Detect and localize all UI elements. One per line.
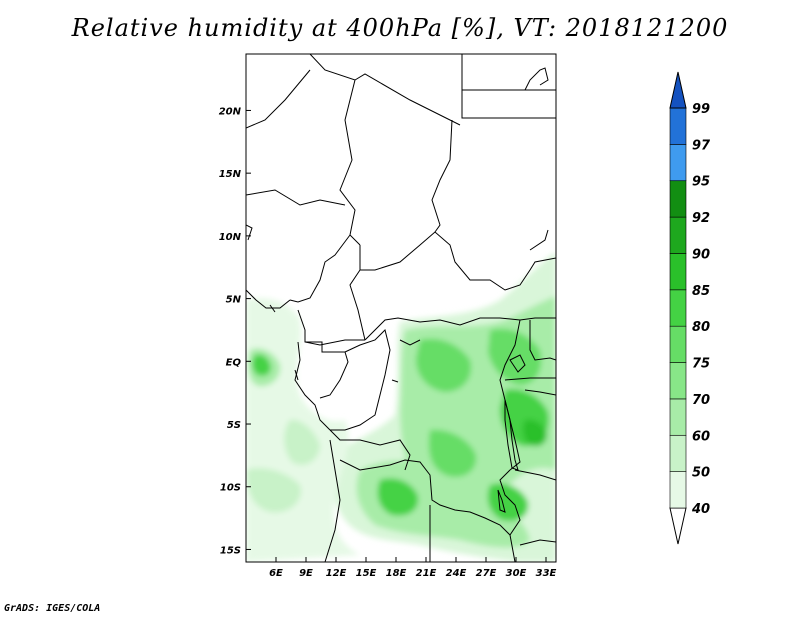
colorbar-segment [669,144,687,182]
colorbar-segment [669,325,687,363]
lon-tick-label: 24E [446,568,467,579]
colorbar-segment [669,362,687,400]
axis-ticks: 6E 9E 12E 15E 18E 21E 24E 27E 30E 33E 20N 15N 10N 5N E… [219,106,557,579]
colorbar-label: 80 [692,320,710,335]
colorbar-bottom-arrow [669,507,687,545]
lon-tick-label: 9E [299,568,313,579]
colorbar-segment [669,216,687,254]
colorbar-segment [669,398,687,436]
colorbar-segment [669,434,687,472]
colorbar-label: 40 [691,502,710,517]
lon-tick-label: 15E [356,568,377,579]
colorbar-label: 90 [692,247,710,262]
colorbar-segment [669,107,687,145]
lon-tick-label: 30E [506,568,527,579]
lon-tick-label: 33E [536,568,557,579]
colorbar-segment [669,289,687,327]
colorbar-label: 85 [692,284,710,299]
colorbar-segment [669,471,687,509]
colorbar-label: 70 [692,393,710,408]
lat-tick-label: 10S [220,483,241,494]
colorbar-segment [669,253,687,291]
lon-tick-label: 6E [269,568,283,579]
lon-tick-label: 12E [326,568,347,579]
lat-tick-label: 10N [219,232,242,243]
lat-tick-label: 5N [226,295,242,306]
colorbar-label: 97 [692,138,711,153]
lon-tick-label: 18E [386,568,407,579]
colorbar-label: 92 [692,211,710,226]
lat-tick-label: 15S [220,545,241,556]
grads-credit: GrADS: IGES/COLA [4,603,101,614]
lat-tick-label: 15N [219,169,242,180]
colorbar-segment [669,180,687,218]
colorbar-top-arrow [669,71,687,109]
colorbar-label: 95 [692,175,710,190]
map-title: Relative humidity at 400hPa [%], VT: 201… [71,14,729,42]
lat-tick-label: EQ [226,357,242,368]
humidity-shading [246,252,556,562]
country-borders [246,54,556,562]
colorbar: 40 50 60 70 75 80 85 90 92 95 97 99 [669,71,711,545]
lon-tick-label: 27E [476,568,497,579]
lon-tick-label: 21E [416,568,437,579]
lat-tick-label: 5S [227,420,241,431]
lat-tick-label: 20N [219,106,242,117]
colorbar-label: 50 [692,466,710,481]
colorbar-label: 60 [692,429,710,444]
map-frame [245,53,557,563]
colorbar-label: 99 [692,102,710,117]
colorbar-label: 75 [692,357,710,372]
